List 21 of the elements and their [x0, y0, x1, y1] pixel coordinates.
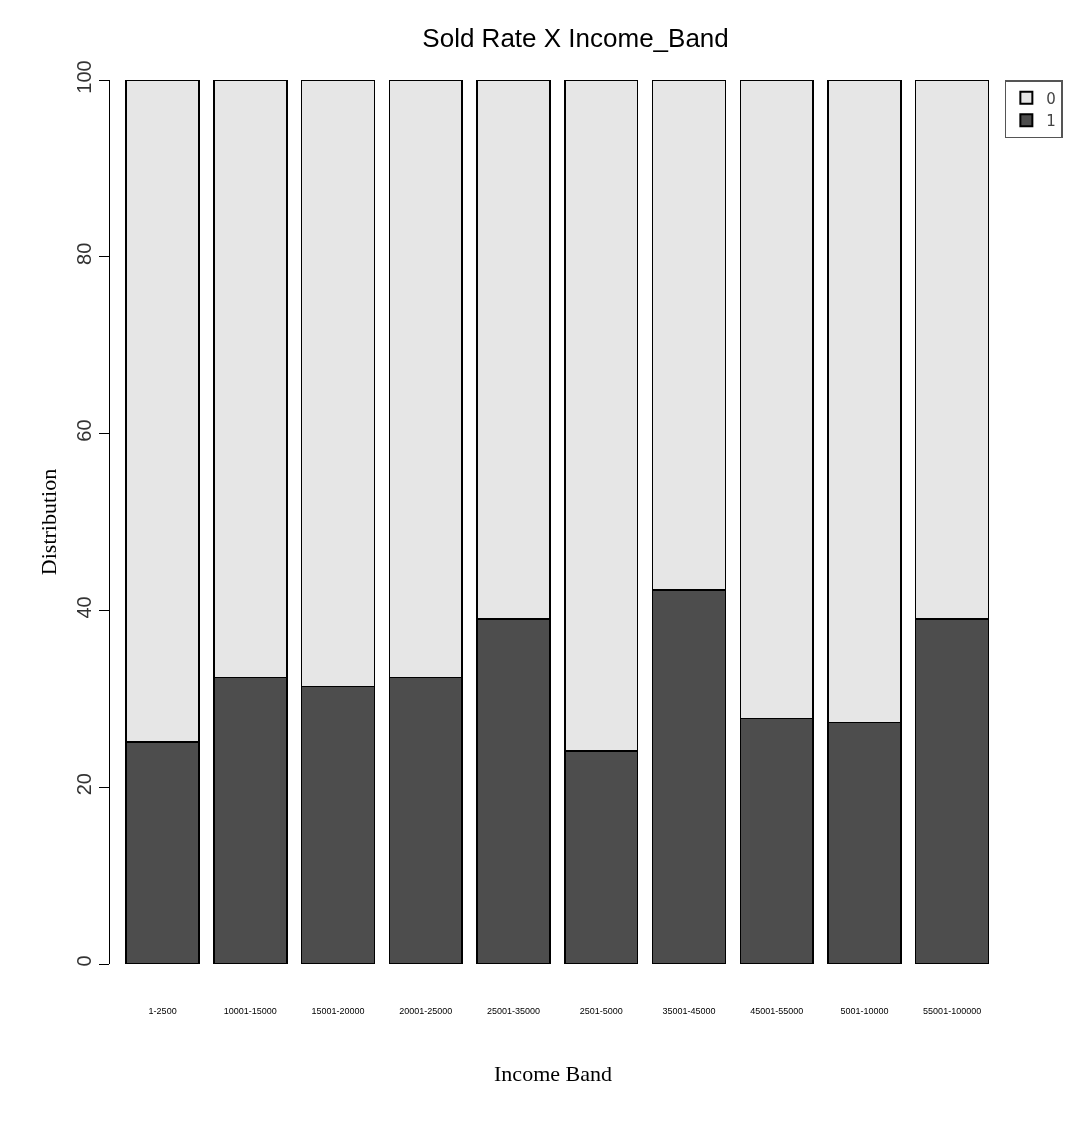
x-tick-label: 25001-35000	[486, 1006, 541, 1016]
x-tick-label: 2501-5000	[579, 1006, 623, 1016]
x-tick-label: 45001-55000	[750, 1006, 804, 1016]
chart-title: Sold Rate X Income_Band	[422, 22, 729, 53]
x-tick-label: 20001-25000	[399, 1006, 453, 1016]
legend-label: 0	[1046, 89, 1056, 108]
y-tick-label: 40	[73, 596, 95, 619]
y-tick-label: 60	[73, 419, 95, 442]
x-axis-title: Income Band	[494, 1060, 612, 1086]
x-tick-label: 35001-45000	[662, 1006, 716, 1016]
y-tick-label: 0	[73, 955, 95, 967]
y-tick-label: 100	[73, 60, 95, 94]
legend-label: 1	[1046, 112, 1056, 131]
y-tick-label: 20	[73, 773, 95, 796]
x-tick-label: 15001-20000	[311, 1006, 365, 1016]
x-tick-label: 1-2500	[148, 1006, 177, 1016]
y-axis-title: Distribution	[36, 468, 61, 576]
y-tick-label: 80	[73, 242, 95, 265]
x-tick-label: 10001-15000	[223, 1006, 277, 1016]
x-tick-label: 5001-10000	[840, 1006, 889, 1016]
x-tick-label: 55001-100000	[923, 1006, 982, 1016]
